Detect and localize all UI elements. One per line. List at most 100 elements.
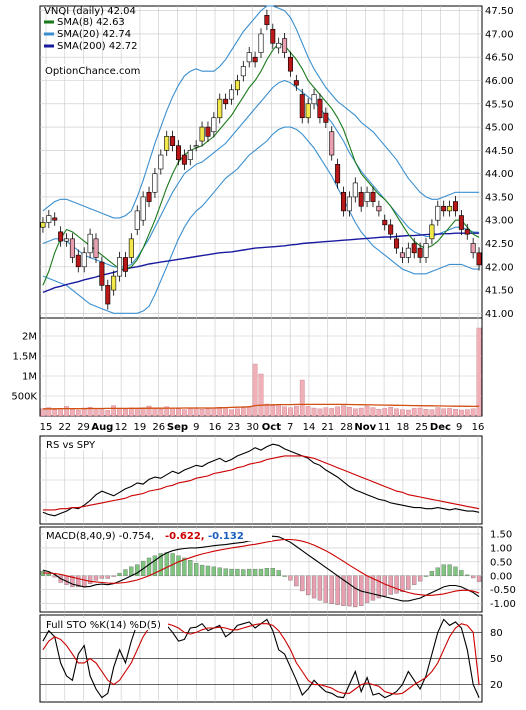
macd-histogram-bar (46, 573, 51, 576)
macd-y-tick: -1.00 (490, 599, 516, 610)
macd-histogram-bar (164, 552, 169, 576)
macd-histogram-bar (400, 575, 405, 592)
candle-body (370, 191, 376, 202)
candle-body (258, 33, 264, 53)
macd-histogram-bar (288, 575, 293, 581)
volume-average-line (42, 403, 480, 410)
macd-y-tick: 1.50 (490, 529, 512, 540)
x-tick-label: Oct (262, 422, 281, 433)
macd-histogram-bar (158, 553, 163, 576)
macd-histogram-bar (76, 575, 81, 588)
volume-bar (364, 406, 370, 417)
volume-bar (376, 409, 382, 417)
volume-bar (152, 408, 158, 417)
volume-bar (140, 407, 146, 417)
x-tick-label: 21 (321, 422, 334, 433)
volume-bar (282, 406, 287, 417)
bollinger-lower-line (42, 126, 480, 314)
volume-bar (99, 409, 105, 417)
price-y-tick: 43.00 (485, 216, 514, 227)
candle-body (211, 117, 217, 133)
candle-body (152, 173, 158, 193)
volume-bar (170, 407, 175, 417)
candle-body (246, 52, 252, 63)
volume-bar (317, 408, 323, 417)
macd-histogram-bar (423, 575, 429, 577)
macd-histogram-bar (264, 568, 270, 576)
macd-histogram-bar (276, 570, 281, 576)
macd-histogram-bar (441, 564, 446, 576)
x-tick-label: Aug (91, 422, 113, 433)
candle-body (128, 238, 134, 258)
macd-histogram-bar (217, 567, 222, 576)
volume-bar (270, 405, 276, 417)
volume-bar (299, 379, 305, 417)
volume-bar (235, 408, 240, 417)
candle-body (358, 191, 364, 207)
volume-y-tick: 1.5M (12, 352, 37, 363)
candle-body (388, 224, 394, 235)
volume-bar (128, 407, 134, 417)
candle-body (134, 210, 140, 230)
x-tick-label: 25 (415, 422, 428, 433)
macd-histogram-bar (453, 566, 458, 576)
macd-value-label: -0.622, (165, 531, 205, 542)
macd-histogram-bar (194, 563, 199, 576)
candle-body (193, 145, 199, 148)
candle-body (46, 215, 52, 223)
volume-bar (288, 407, 293, 417)
candle-body (170, 136, 176, 147)
macd-histogram-bar (211, 566, 217, 576)
volume-bar (105, 410, 111, 417)
volume-bar (305, 406, 311, 417)
candle-body (464, 229, 470, 235)
volume-bar (464, 409, 470, 417)
volume-bar (358, 407, 364, 417)
candle-body (93, 238, 99, 258)
price-y-tick: 46.00 (485, 76, 514, 87)
macd-histogram-bar (311, 575, 317, 599)
macd-histogram-bar (241, 569, 246, 576)
volume-bar (158, 409, 164, 417)
candle-body (417, 247, 423, 258)
x-tick-label: 28 (340, 422, 353, 433)
price-y-tick: 45.00 (485, 123, 514, 134)
candle-body (299, 94, 305, 119)
candle-body (341, 191, 347, 212)
price-y-tick: 42.50 (485, 239, 514, 250)
macd-histogram-bar (93, 575, 99, 581)
watermark-bg (42, 64, 146, 76)
x-tick-label: 12 (115, 422, 128, 433)
macd-histogram-bar (476, 575, 482, 582)
macd-histogram-bar (129, 566, 134, 576)
sma8-line (42, 42, 480, 286)
macd-y-tick: 1.00 (490, 543, 512, 554)
candle-body (435, 205, 441, 221)
rs-line (42, 443, 480, 517)
candle-body (158, 154, 164, 170)
candle-body (429, 224, 435, 240)
rs-title: RS vs SPY (46, 440, 96, 451)
macd-histogram-bar (317, 575, 323, 601)
volume-bar (134, 408, 140, 417)
macd-histogram-bar (135, 564, 140, 576)
volume-bar (182, 409, 187, 417)
volume-bar (111, 405, 117, 417)
macd-histogram-bar (459, 570, 464, 576)
volume-bar (252, 363, 258, 417)
x-tick-label: 7 (287, 422, 293, 433)
candle-body (452, 201, 458, 212)
volume-bar (341, 405, 346, 417)
macd-histogram-bar (82, 575, 87, 588)
candle-body (470, 243, 476, 254)
candle-body (476, 252, 482, 266)
macd-histogram-bar (99, 575, 105, 579)
macd-histogram-bar (305, 575, 311, 596)
legend-label: SMA(200) 42.72 (57, 41, 138, 52)
candle-body (199, 126, 205, 142)
volume-bar (335, 406, 340, 417)
candle-body (175, 145, 181, 160)
volume-bar (217, 407, 223, 417)
sto-y-tick: 20 (490, 680, 503, 691)
